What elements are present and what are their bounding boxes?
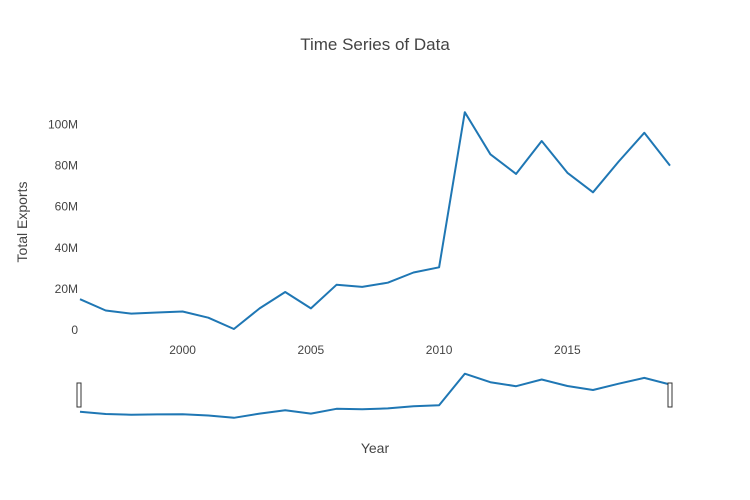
y-tick-label: 100M <box>48 118 78 132</box>
range-slider-handle-left[interactable] <box>76 382 82 408</box>
x-axis-title: Year <box>361 440 390 456</box>
range-slider-handle-right[interactable] <box>667 382 673 408</box>
series-line <box>79 111 671 330</box>
x-tick-label: 2015 <box>554 343 581 357</box>
y-tick-label: 0 <box>71 323 78 337</box>
y-axis: 0 20M 40M 60M 80M 100M <box>48 118 78 337</box>
y-tick-label: 80M <box>55 159 78 173</box>
plot-area <box>79 111 671 330</box>
y-tick-label: 60M <box>55 200 78 214</box>
x-tick-label: 2000 <box>169 343 196 357</box>
range-slider[interactable] <box>76 367 673 419</box>
range-slider-series-line <box>79 372 671 419</box>
y-tick-label: 40M <box>55 241 78 255</box>
y-axis-title: Total Exports <box>14 182 30 263</box>
x-tick-label: 2010 <box>426 343 453 357</box>
y-tick-label: 20M <box>55 282 78 296</box>
chart-title: Time Series of Data <box>300 35 450 54</box>
range-slider-preview <box>79 372 671 419</box>
x-axis: 2000 2005 2010 2015 <box>169 343 581 357</box>
x-tick-label: 2005 <box>298 343 325 357</box>
